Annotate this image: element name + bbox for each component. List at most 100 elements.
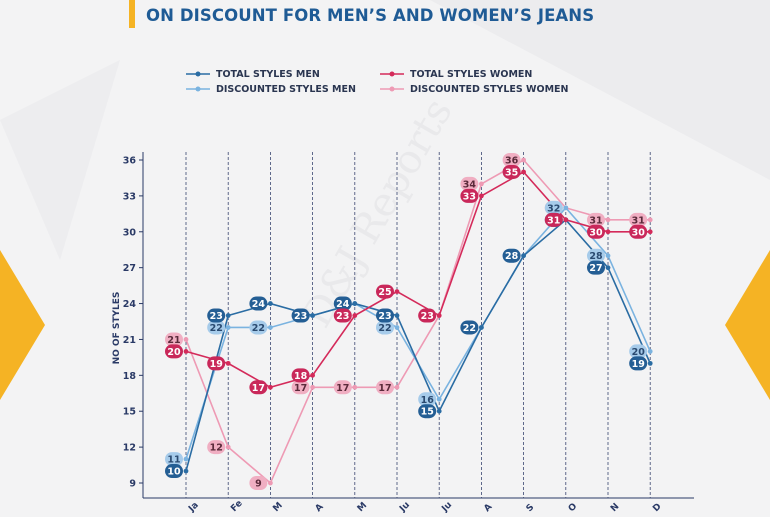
data-label: 28 (589, 251, 603, 262)
data-label-badge (587, 224, 605, 239)
data-label-badge (587, 212, 605, 227)
data-label-badge (502, 164, 521, 179)
data-label-badge (291, 308, 310, 323)
data-point (183, 468, 189, 474)
data-label-badge (291, 368, 310, 383)
data-label-badge (207, 308, 226, 323)
data-point (647, 349, 653, 354)
data-point (394, 289, 400, 294)
data-label: 23 (210, 311, 223, 322)
x-tick-label: A (482, 502, 494, 513)
data-label-badge (333, 380, 352, 395)
x-tick-label: Fe (229, 499, 244, 513)
x-tick-label: D (651, 502, 663, 513)
data-point (479, 193, 484, 199)
data-label: 22 (463, 323, 476, 334)
data-label-badge (291, 380, 310, 395)
data-label-badge (207, 440, 226, 455)
data-point (479, 325, 484, 330)
data-point (563, 217, 569, 223)
data-label: 10 (167, 467, 181, 478)
data-point (436, 396, 442, 402)
data-label-badge (418, 392, 437, 407)
data-label-badge (376, 320, 394, 335)
data-point (225, 360, 231, 366)
data-point (605, 265, 611, 271)
y-tick-label: 18 (123, 371, 137, 382)
data-label-badge (502, 248, 521, 263)
y-tick-label: 27 (123, 263, 136, 274)
left-yellow-chevron (0, 250, 45, 400)
data-point (647, 229, 653, 235)
data-point (521, 253, 526, 259)
data-point (521, 157, 526, 163)
data-label-badge (165, 344, 183, 359)
data-label-badge (544, 200, 563, 215)
data-label: 17 (294, 383, 307, 394)
x-tick-label: A (314, 502, 326, 513)
data-label: 30 (632, 227, 646, 238)
data-label-badge (207, 356, 226, 371)
data-point (268, 384, 273, 390)
data-point (268, 301, 273, 306)
data-label: 17 (378, 383, 391, 394)
data-label: 22 (378, 323, 391, 334)
data-label-badge (418, 308, 437, 323)
data-label: 22 (210, 323, 223, 334)
data-label: 11 (167, 455, 180, 466)
data-point (605, 253, 611, 259)
data-point (183, 349, 189, 354)
data-point (268, 325, 273, 330)
data-label: 32 (547, 203, 560, 214)
series-line (185, 218, 651, 472)
legend-line-marker (380, 71, 404, 77)
data-point (310, 313, 315, 318)
data-point (225, 444, 231, 450)
data-point (647, 217, 653, 223)
data-label-badge (333, 296, 352, 311)
data-label-badge (165, 452, 183, 467)
data-label: 20 (632, 347, 646, 358)
data-point (310, 372, 315, 378)
chart-legend: TOTAL STYLES MEN DISCOUNTED STYLES MEN T… (186, 67, 606, 99)
bg-facet-left (0, 60, 120, 260)
y-tick-label: 9 (129, 479, 136, 490)
data-label: 23 (421, 311, 434, 322)
y-tick-label: 24 (123, 299, 137, 310)
data-point (268, 480, 273, 486)
data-label-badge (165, 464, 183, 479)
y-tick-label: 33 (123, 191, 136, 202)
data-label-badge (629, 212, 648, 227)
legend-label: TOTAL STYLES MEN (216, 68, 320, 80)
data-point (605, 217, 611, 223)
data-point (183, 337, 189, 342)
legend-item-discounted-styles-women: DISCOUNTED STYLES WOMEN (380, 82, 568, 96)
data-point (394, 384, 400, 390)
x-tick-label: S (525, 502, 537, 513)
data-label: 15 (421, 407, 434, 418)
x-tick-label: N (609, 502, 621, 513)
data-point (436, 313, 442, 318)
data-label: 21 (167, 335, 180, 346)
data-label: 12 (210, 443, 223, 454)
legend-item-total-styles-women: TOTAL STYLES WOMEN (380, 67, 532, 81)
title-accent-bar (129, 0, 135, 28)
legend-line-marker (186, 71, 210, 77)
data-label-badge (207, 320, 226, 335)
data-label-badge (629, 344, 648, 359)
data-point (647, 360, 653, 366)
data-label: 30 (589, 227, 603, 238)
legend-label: TOTAL STYLES WOMEN (410, 68, 533, 80)
data-label: 18 (294, 371, 308, 382)
data-label-badge (249, 296, 268, 311)
data-label-badge (249, 320, 268, 335)
data-label-badge (418, 404, 437, 419)
x-tick-label: O (567, 501, 580, 513)
data-label-badge (587, 248, 605, 263)
data-label: 17 (336, 383, 349, 394)
data-point (521, 169, 526, 175)
data-point (605, 229, 611, 235)
data-label: 28 (505, 251, 519, 262)
data-label: 36 (505, 156, 519, 167)
